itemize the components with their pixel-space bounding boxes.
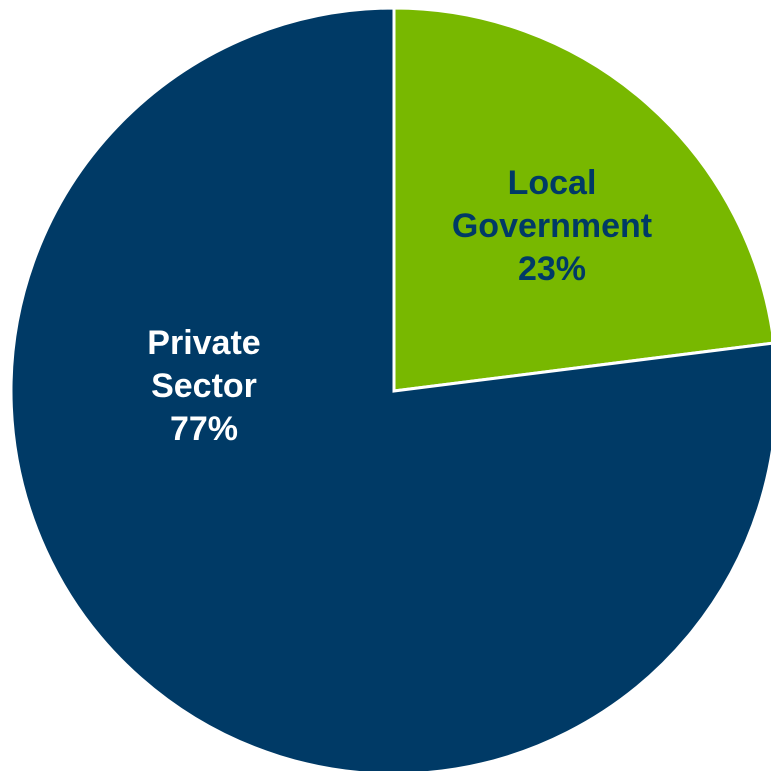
slice-name-label: Private: [147, 324, 260, 362]
slice-percent-label: 23%: [518, 250, 586, 288]
pie-slice-private-sector: [9, 6, 771, 771]
slice-name-label: Government: [452, 207, 652, 245]
slice-percent-label: 77%: [170, 410, 238, 448]
slice-name-label: Local: [508, 164, 597, 202]
pie-slice-local-government: [392, 6, 771, 393]
slice-label-private-sector: Private Sector 77%: [147, 324, 260, 448]
slice-label-local-government: Local Government 23%: [452, 164, 652, 288]
slice-name-label: Sector: [151, 367, 257, 405]
